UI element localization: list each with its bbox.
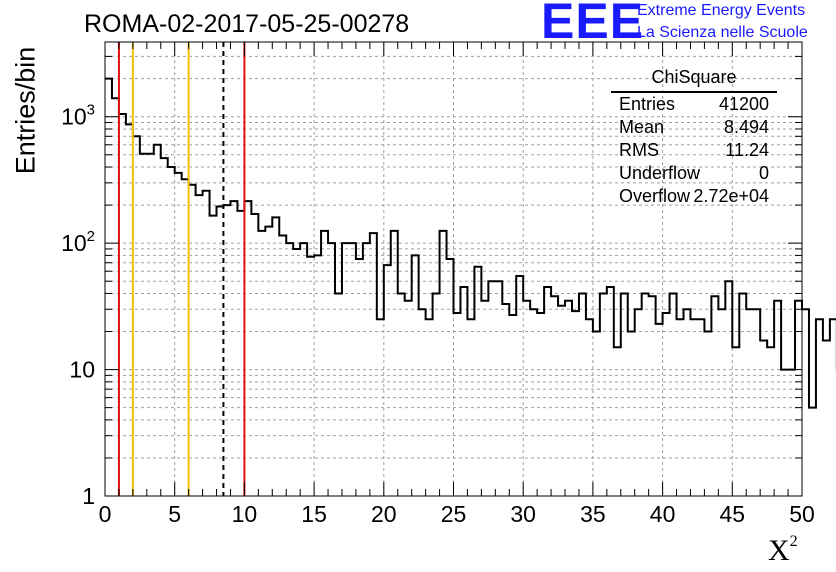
x-axis-label: X2 xyxy=(768,533,798,568)
x-tick-label: 25 xyxy=(441,501,467,527)
stats-label: RMS xyxy=(619,140,659,160)
x-tick-label: 10 xyxy=(232,501,258,527)
stats-box-title: ChiSquare xyxy=(611,67,777,93)
logo-tagline-2: La Scienza nelle Scuole xyxy=(637,24,808,41)
stats-label: Mean xyxy=(619,117,665,137)
eee-logo: EEE xyxy=(541,0,645,49)
x-tick-label: 45 xyxy=(720,501,746,527)
stats-value: 8.494 xyxy=(723,117,769,137)
stats-value: 11.24 xyxy=(725,140,769,160)
y-tick-label: 1 xyxy=(82,483,95,509)
x-tick-label: 50 xyxy=(789,501,815,527)
histogram-series xyxy=(105,77,836,409)
stats-label: Overflow xyxy=(619,186,691,206)
stats-row-mean: Mean 8.494 xyxy=(611,116,777,139)
stats-label: Underflow xyxy=(619,163,701,183)
logo-tagline-1: Extreme Energy Events xyxy=(637,2,806,19)
x-axis-label-base: X xyxy=(768,534,790,567)
stats-box: ChiSquare Entries 41200 Mean 8.494 RMS 1… xyxy=(611,67,777,208)
run-title: ROMA-02-2017-05-25-00278 xyxy=(84,10,410,38)
x-tick-label: 15 xyxy=(301,501,327,527)
x-tick-label: 0 xyxy=(99,501,112,527)
stats-row-underflow: Underflow 0 xyxy=(611,162,777,185)
stats-row-rms: RMS 11.24 xyxy=(611,139,777,162)
stats-value: 0 xyxy=(758,163,769,183)
stats-value: 2.72e+04 xyxy=(693,186,769,206)
x-tick-label: 20 xyxy=(371,501,397,527)
x-tick-label: 35 xyxy=(580,501,606,527)
y-tick-label: 103 xyxy=(61,102,95,130)
stats-label: Entries xyxy=(619,94,676,114)
stats-row-entries: Entries 41200 xyxy=(611,93,777,116)
x-axis-label-exponent: 2 xyxy=(789,533,798,550)
y-tick-label: 102 xyxy=(61,228,95,256)
y-tick-label: 10 xyxy=(69,357,95,383)
x-tick-label: 30 xyxy=(510,501,536,527)
stats-value: 41200 xyxy=(718,94,769,114)
y-axis-label: Entries/bin xyxy=(10,46,41,175)
x-tick-label: 40 xyxy=(650,501,676,527)
x-tick-label: 5 xyxy=(168,501,181,527)
stats-row-overflow: Overflow 2.72e+04 xyxy=(611,185,777,208)
